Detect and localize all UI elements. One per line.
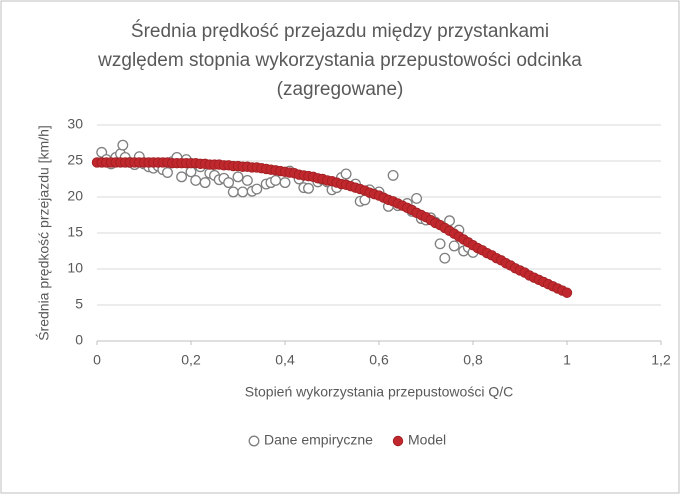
- y-tick-label: 15: [67, 224, 83, 240]
- x-tick-label: 1,2: [651, 352, 671, 368]
- x-tick-label: 1: [563, 352, 571, 368]
- data-point: [241, 174, 253, 186]
- x-tick-label: 0,4: [275, 352, 295, 368]
- data-point: [190, 174, 202, 186]
- y-tick-label: 5: [75, 296, 83, 312]
- data-point: [227, 186, 239, 198]
- data-point: [411, 192, 423, 204]
- data-point: [387, 169, 399, 181]
- y-axis-label: Średnia prędkość przejazdu [km/h]: [35, 125, 52, 341]
- x-tick-label: 0,6: [369, 352, 389, 368]
- y-tick-label: 10: [67, 260, 83, 276]
- data-point: [176, 171, 188, 183]
- x-tick-label: 0,8: [463, 352, 483, 368]
- legend-marker: [392, 435, 404, 447]
- data-point: [439, 252, 451, 264]
- data-point: [434, 238, 446, 250]
- data-point: [340, 168, 352, 180]
- y-tick-label: 30: [67, 116, 83, 132]
- data-point: [199, 177, 211, 189]
- y-tick-label: 25: [67, 152, 83, 168]
- x-tick-label: 0,2: [181, 352, 201, 368]
- legend-label: Dane empiryczne: [264, 432, 373, 448]
- legend-label: Model: [408, 432, 446, 448]
- y-tick-label: 20: [67, 188, 83, 204]
- data-point: [237, 186, 249, 198]
- data-point: [561, 287, 573, 298]
- data-point: [251, 183, 263, 195]
- data-point: [223, 177, 235, 189]
- data-point: [303, 182, 314, 194]
- chart-title: względem stopnia wykorzystania przepusto…: [97, 50, 582, 71]
- data-point: [279, 177, 291, 189]
- data-point: [232, 171, 244, 183]
- legend-marker: [248, 435, 260, 447]
- chart-title: (zagregowane): [277, 79, 404, 100]
- data-point: [448, 240, 460, 252]
- data-point: [444, 215, 455, 227]
- x-axis-label: Stopień wykorzystania przepustowości Q/C: [245, 384, 513, 400]
- y-tick-label: 0: [75, 332, 83, 348]
- x-tick-label: 0: [93, 352, 101, 368]
- chart-title: Średnia prędkość przejazdu między przyst…: [131, 20, 549, 42]
- data-point: [270, 174, 282, 186]
- data-point: [162, 167, 173, 178]
- data-point: [117, 139, 129, 151]
